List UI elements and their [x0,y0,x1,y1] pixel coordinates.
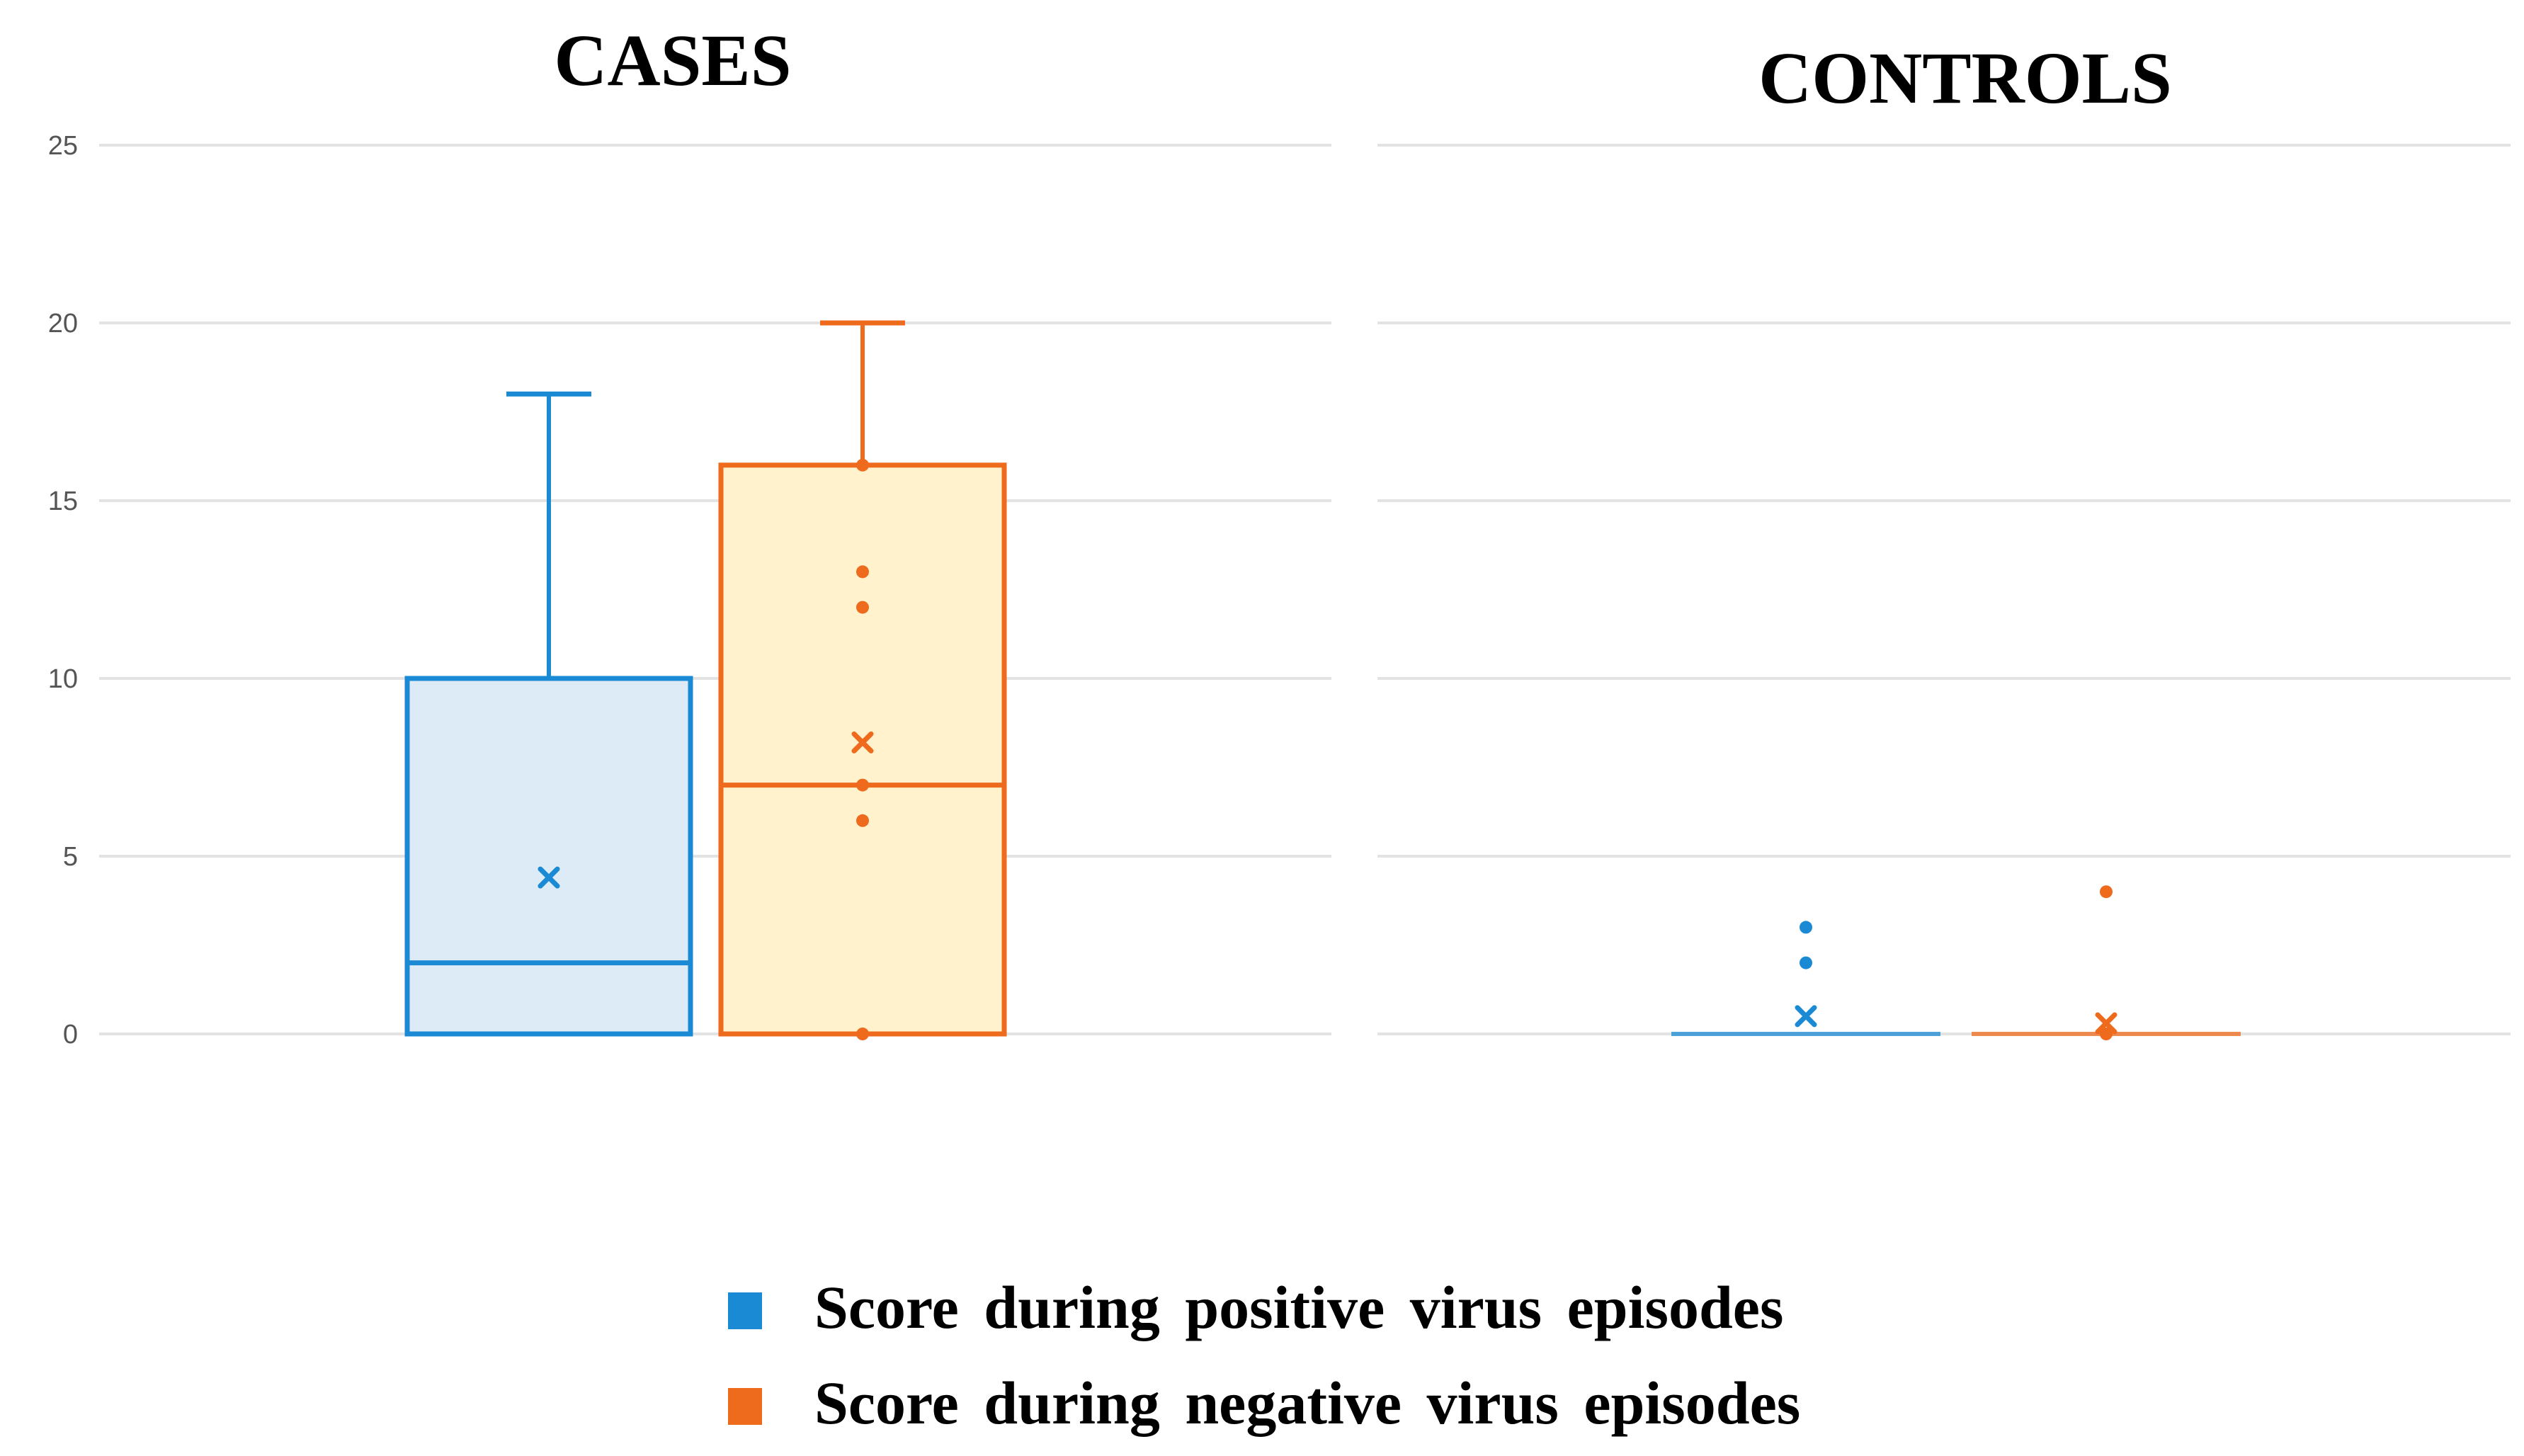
data-point-panel1-box1-0 [2100,1028,2113,1040]
box-group-panel0-box0 [404,391,693,1037]
box-plots [404,320,2241,1040]
box-group-panel1-box1 [1972,885,2241,1040]
legend: Score during positive virus episodes Sco… [728,1273,1800,1437]
y-tick-label-15: 15 [48,487,78,516]
mean-marker-panel0-box0 [538,866,560,889]
data-point-panel1-box1-1 [2100,885,2113,899]
y-tick-label-25: 25 [48,131,78,161]
box-group-panel0-box1 [718,320,1007,1040]
y-tick-label-10: 10 [48,664,78,694]
data-point-panel0-box1-1 [856,814,869,827]
legend-swatch-positive [728,1292,762,1329]
gridlines [99,144,2511,1035]
box-body-panel0-box0 [404,676,693,1037]
y-axis: 0 5 10 15 20 25 [48,131,78,1050]
box-group-panel1-box0 [1671,921,1940,1036]
panel-title-controls: CONTROLS [1758,38,2172,119]
panel-title-cases: CASES [554,20,791,101]
data-point-panel0-box1-3 [856,601,869,614]
legend-label-negative: Score during negative virus episodes [814,1369,1800,1437]
y-tick-label-0: 0 [63,1020,78,1050]
legend-swatch-negative [728,1388,762,1425]
mean-marker-panel1-box0 [1795,1005,1817,1028]
data-point-panel0-box1-0 [856,1028,869,1040]
mean-marker-panel1-box1 [2095,1012,2117,1035]
data-point-panel0-box1-2 [856,778,869,792]
panel-titles: CASES CONTROLS [554,20,2171,119]
data-point-panel1-box0-1 [1800,921,1812,934]
legend-label-positive: Score during positive virus episodes [814,1273,1783,1341]
data-point-panel1-box0-0 [1800,956,1812,969]
data-point-panel0-box1-5 [856,458,869,472]
mean-marker-panel0-box1 [851,731,874,753]
y-tick-label-20: 20 [48,309,78,339]
box-body-panel0-box1 [718,462,1007,1037]
data-point-panel0-box1-4 [856,565,869,579]
y-tick-label-5: 5 [63,842,78,872]
